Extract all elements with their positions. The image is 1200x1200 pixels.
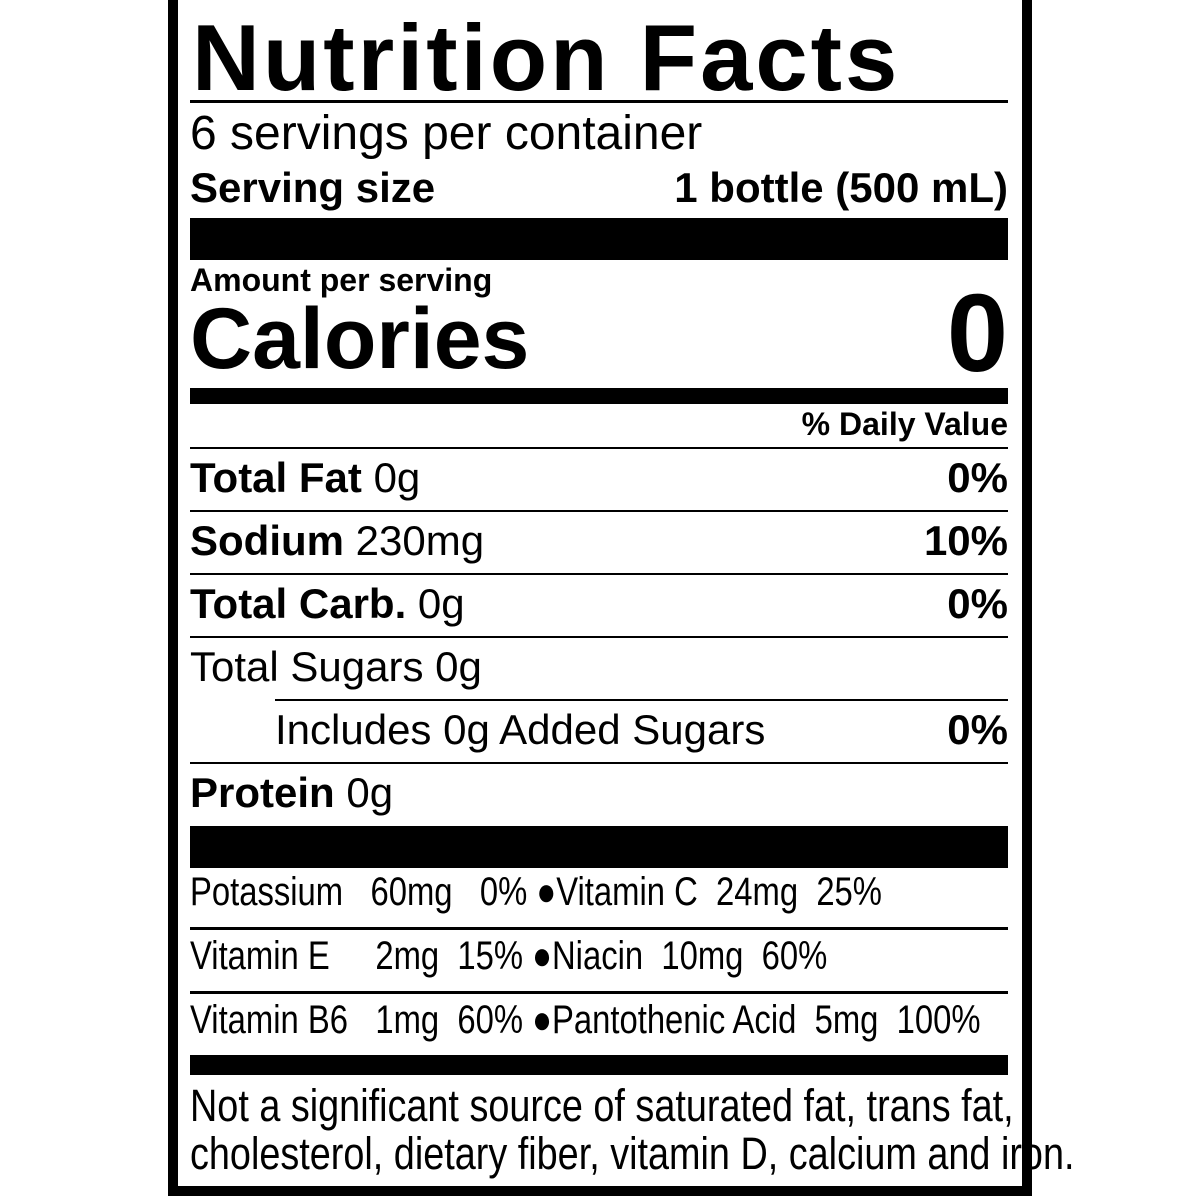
vitamin-row: Vitamin E 2mg 15% ●Niacin 10mg 60% xyxy=(190,934,827,979)
divider xyxy=(190,927,1008,930)
nutrient-row-added-sugars: Includes 0g Added Sugars xyxy=(275,706,766,753)
divider xyxy=(190,447,1008,449)
nutrient-amount: 0g xyxy=(373,454,421,501)
vitamin-row: Vitamin B6 1mg 60% ●Pantothenic Acid 5mg… xyxy=(190,998,981,1043)
vitamin-amount: 5mg xyxy=(814,998,879,1042)
divider xyxy=(190,510,1008,512)
nutrient-dv: 0% xyxy=(947,454,1008,501)
vitamin-amount: 24mg xyxy=(716,870,799,914)
nutrient-dv: 0% xyxy=(947,706,1008,753)
vitamin-amount: 60mg xyxy=(370,870,453,914)
divider xyxy=(275,699,1008,701)
vitamin-name: Vitamin E xyxy=(190,934,330,978)
bullet-icon: ● xyxy=(532,934,552,978)
nutrient-label: Total Carb. xyxy=(190,580,407,627)
divider xyxy=(190,636,1008,638)
daily-value-header: % Daily Value xyxy=(801,406,1008,442)
servings-per-container: 6 servings per container xyxy=(190,107,703,160)
medium-bar xyxy=(190,388,1008,404)
vitamin-dv: 100% xyxy=(896,998,981,1042)
vitamin-dv: 60% xyxy=(761,934,828,978)
divider xyxy=(190,573,1008,575)
nutrient-dv: 0% xyxy=(947,580,1008,627)
nutrient-row-protein: Protein 0g xyxy=(190,769,393,817)
footnote-line-2: cholesterol, dietary fiber, vitamin D, c… xyxy=(190,1128,1075,1179)
nutrient-amount: 0g xyxy=(346,769,394,816)
serving-size-label: Serving size xyxy=(190,164,436,211)
vitamin-amount: 1mg xyxy=(375,998,440,1042)
nutrient-amount: 230mg xyxy=(355,517,485,564)
nutrient-label: Protein xyxy=(190,769,335,816)
bullet-icon: ● xyxy=(532,998,552,1042)
vitamin-dv: 15% xyxy=(457,934,524,978)
label-border xyxy=(168,0,1032,1196)
nutrient-label: Sodium xyxy=(190,517,344,564)
vitamin-name: Vitamin C xyxy=(556,870,698,914)
nutrient-row-total-fat: Total Fat 0g xyxy=(190,454,420,502)
serving-size-value: 1 bottle (500 mL) xyxy=(674,164,1008,211)
amount-per-serving: Amount per serving xyxy=(190,262,493,298)
vitamin-dv: 0% xyxy=(479,870,528,914)
thick-bar xyxy=(190,218,1008,260)
bullet-icon: ● xyxy=(536,870,557,914)
vitamin-name: Potassium xyxy=(190,870,344,914)
nutrient-row-total-carb: Total Carb. 0g xyxy=(190,580,465,628)
nutrient-row-sodium: Sodium 230mg xyxy=(190,517,484,565)
vitamin-amount: 2mg xyxy=(375,934,440,978)
footnote-line-1: Not a significant source of saturated fa… xyxy=(190,1080,1014,1131)
vitamin-name: Pantothenic Acid xyxy=(551,998,797,1042)
nutrient-dv: 10% xyxy=(923,517,1008,564)
divider xyxy=(190,991,1008,994)
nutrient-label: Total Fat xyxy=(190,454,362,501)
divider xyxy=(190,100,1008,103)
medium-bar xyxy=(190,1055,1008,1075)
vitamin-amount: 10mg xyxy=(661,934,744,978)
vitamin-name: Vitamin B6 xyxy=(190,998,349,1042)
vitamin-name: Niacin xyxy=(551,934,644,978)
vitamin-row: Potassium 60mg 0% ●Vitamin C 24mg 25% xyxy=(190,870,882,915)
divider xyxy=(190,762,1008,764)
nutrient-row-total-sugars: Total Sugars 0g xyxy=(190,643,482,690)
calories-label: Calories xyxy=(190,291,530,387)
nutrient-amount: 0g xyxy=(417,580,465,627)
calories-value: 0 xyxy=(946,272,1008,395)
thick-bar xyxy=(190,826,1008,868)
label-title: Nutrition Facts xyxy=(192,5,901,110)
vitamin-dv: 25% xyxy=(816,870,882,914)
vitamin-dv: 60% xyxy=(457,998,524,1042)
